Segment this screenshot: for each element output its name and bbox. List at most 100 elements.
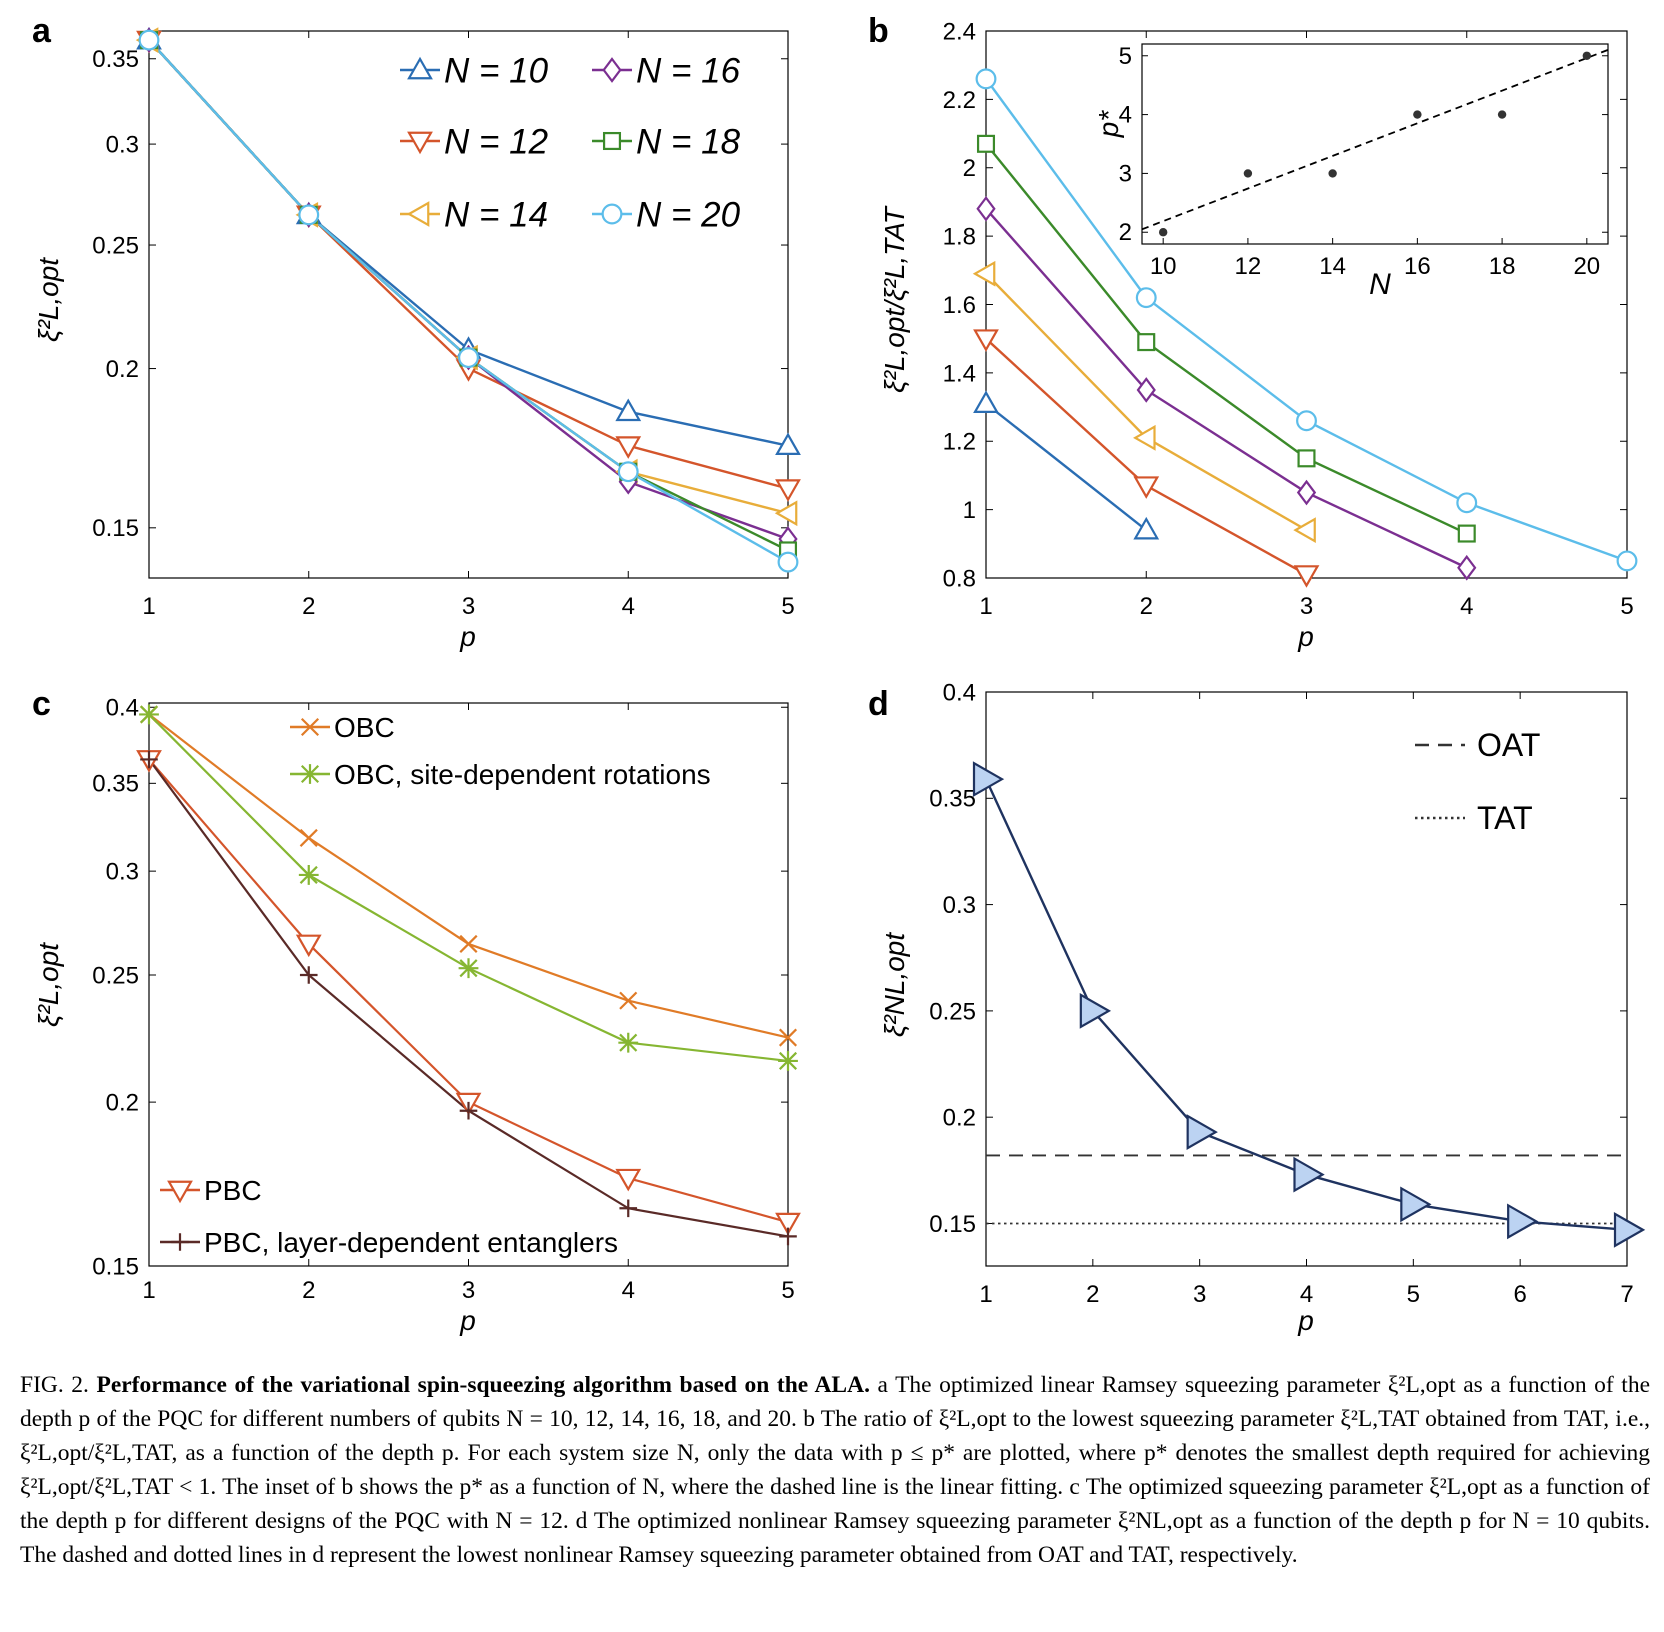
- data-point-plus: [459, 1101, 478, 1120]
- data-point-triangle-left: [972, 260, 996, 287]
- data-point-diamond: [1457, 554, 1477, 581]
- y-tick-label: 0.15: [92, 1253, 139, 1280]
- inset-ylabel: p*: [1093, 110, 1124, 139]
- series-line: [148, 39, 789, 552]
- inset-data-point: [1158, 228, 1168, 237]
- data-point-triangle-up: [775, 432, 801, 456]
- data-point-square: [602, 131, 622, 151]
- inset-x-tick-label: 14: [1319, 253, 1346, 280]
- data-point-triangle-down: [615, 1168, 642, 1192]
- data-point-diamond: [976, 195, 996, 222]
- panel-a: a p ξ²L,opt 1 2 3 4 5 0.15 0.2 0.25 0.3 0.35 N = 1…: [32, 12, 801, 652]
- inset-y-tick-label: 2: [1119, 219, 1132, 246]
- data-point-circle: [1616, 550, 1638, 572]
- inset-data-point: [1413, 110, 1422, 119]
- caption-label: FIG. 2.: [20, 1372, 89, 1398]
- data-point-square: [1457, 524, 1476, 543]
- data-point-triangle-up: [615, 398, 642, 422]
- panel-c-ylabel: ξ²L,opt: [33, 942, 64, 1027]
- data-point-triangle-left: [1133, 424, 1156, 451]
- figure: a p ξ²L,opt 1 2 3 4 50.150.20.250.30.35 N = 1…: [32, 12, 1646, 1336]
- y-tick-label: 0.35: [929, 786, 976, 813]
- data-point-x: [619, 991, 638, 1010]
- data-point-triangle-up: [973, 390, 999, 413]
- data-point-triangle-down: [775, 1212, 801, 1236]
- x-tick-label: 5: [781, 593, 794, 620]
- panel-letter-c: c: [32, 685, 51, 723]
- data-point-plus: [779, 1227, 797, 1246]
- panel-letter-d: d: [868, 685, 889, 723]
- series-line: [148, 758, 789, 1224]
- data-point-triangle-left: [774, 500, 798, 527]
- inset-data-point: [1328, 169, 1337, 178]
- y-tick-label: 0.2: [106, 356, 139, 383]
- data-point-x: [459, 934, 478, 953]
- x-tick-label: 4: [1300, 1281, 1313, 1308]
- y-tick-label: 0.25: [92, 962, 139, 989]
- y-tick-label: 0.2: [943, 1105, 976, 1132]
- inset-x-tick-label: 10: [1150, 253, 1177, 280]
- inset-xlabel: N: [1369, 268, 1391, 301]
- data-point-asterisk: [458, 958, 479, 979]
- data-point-circle: [777, 551, 799, 573]
- y-tick-label: 1: [963, 497, 976, 524]
- y-tick-label: 0.4: [943, 679, 976, 706]
- series-line: [148, 39, 789, 490]
- x-tick-label: 5: [1620, 593, 1633, 620]
- inset-y-tick-label: 3: [1119, 160, 1132, 187]
- data-point-triangle-down: [973, 329, 999, 352]
- data-point-plus: [619, 1199, 638, 1218]
- panel-b-ylabel: ξ²L,opt/ξ²L,TAT: [879, 205, 910, 393]
- panel-d-ylabel: ξ²NL,opt: [879, 932, 910, 1038]
- y-tick-label: 1.2: [943, 429, 976, 456]
- y-tick-label: 2.4: [943, 18, 976, 45]
- legend-label: OBC, site-dependent rotations: [334, 759, 711, 790]
- panel-a-frame: [148, 30, 789, 579]
- data-point-triangle-down: [1293, 565, 1320, 588]
- series-line: [985, 143, 1468, 535]
- data-point-triangle-right: [1400, 1186, 1432, 1223]
- inset-x-tick-label: 18: [1489, 253, 1516, 280]
- legend-label: TAT: [1477, 800, 1533, 836]
- series-line: [985, 402, 1147, 532]
- panel-letter-b: b: [868, 12, 889, 50]
- data-point-triangle-right: [972, 761, 1005, 798]
- legend-label: OBC: [334, 712, 395, 743]
- inset-x-tick-label: 12: [1235, 253, 1262, 280]
- data-point-triangle-down: [295, 934, 322, 958]
- y-tick-label: 1.4: [943, 360, 976, 387]
- y-tick-label: 0.15: [92, 515, 139, 542]
- y-tick-label: 1.8: [943, 224, 976, 251]
- data-point-plus: [140, 750, 158, 769]
- data-point-x: [299, 828, 318, 847]
- caption-body: a The optimized linear Ramsey squeezing …: [20, 1372, 1651, 1568]
- panel-c-xlabel: p: [459, 1305, 476, 1336]
- legend-label: N = 16: [636, 51, 741, 90]
- y-tick-label: 0.25: [92, 232, 139, 259]
- caption-title: Performance of the variational spin-sque…: [96, 1372, 870, 1398]
- data-point-circle: [617, 461, 639, 483]
- data-point-circle: [138, 29, 160, 51]
- series-line: [148, 39, 789, 447]
- data-point-triangle-left: [406, 201, 430, 227]
- data-point-triangle-right: [1186, 1114, 1218, 1150]
- inset: 10 12 14 16 18 20 2 3 4 5 Np*: [1093, 43, 1609, 301]
- legend-label: N = 18: [636, 122, 741, 161]
- series-line: [985, 207, 1468, 569]
- x-tick-label: 3: [1300, 593, 1313, 620]
- y-tick-label: 0.3: [106, 131, 139, 158]
- data-point-triangle-down: [1133, 476, 1160, 499]
- y-tick-label: 0.15: [929, 1211, 976, 1238]
- x-tick-label: 3: [462, 1277, 475, 1304]
- y-tick-label: 2.2: [943, 87, 976, 114]
- x-tick-label: 3: [462, 593, 475, 620]
- panel-d-xlabel: p: [1297, 1305, 1314, 1336]
- data-point-triangle-right: [1293, 1156, 1325, 1193]
- x-tick-label: 2: [302, 1277, 315, 1304]
- y-tick-label: 0.35: [92, 771, 139, 798]
- y-tick-label: 0.25: [929, 998, 976, 1025]
- data-point-triangle-down: [775, 479, 801, 502]
- data-point-triangle-down: [615, 436, 642, 459]
- data-point-square: [1137, 333, 1156, 352]
- data-point-plus: [299, 966, 318, 984]
